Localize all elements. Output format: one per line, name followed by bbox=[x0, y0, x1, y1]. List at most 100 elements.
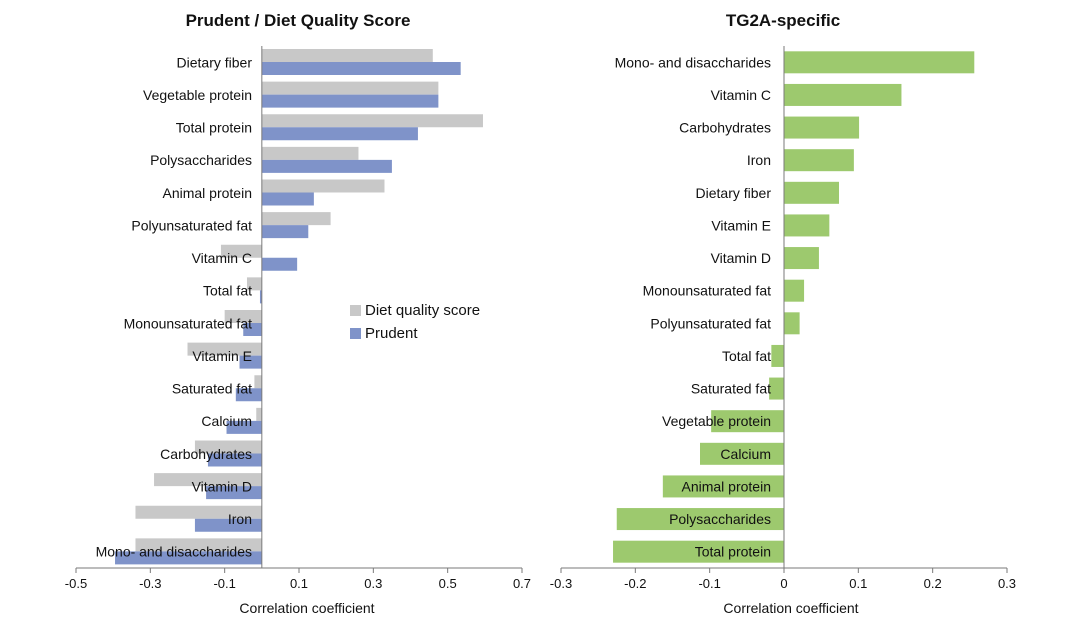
prudent-diet-quality-chart: Prudent / Diet Quality Score Correlation… bbox=[65, 11, 531, 616]
bar-calcium bbox=[700, 442, 784, 465]
bar-prudent-polysaccharides bbox=[261, 159, 392, 173]
category-label: Mono- and disaccharides bbox=[96, 544, 252, 560]
bar-diet-quality-score-vitamin-c bbox=[220, 244, 262, 258]
bar-prudent-carbohydrates bbox=[207, 453, 262, 467]
bar-diet-quality-score-saturated-fat bbox=[254, 375, 262, 389]
bar-prudent-total-fat bbox=[259, 290, 262, 304]
category-label: Polyunsaturated fat bbox=[131, 217, 252, 233]
category-label: Carbohydrates bbox=[160, 446, 252, 462]
bar-prudent-total-protein bbox=[261, 127, 418, 141]
bar-diet-quality-score-total-fat bbox=[246, 277, 262, 291]
category-label: Vitamin C bbox=[711, 87, 771, 103]
x-tick-label: 0.3 bbox=[998, 576, 1016, 591]
bar-prudent-animal-protein bbox=[261, 192, 314, 206]
category-label: Monounsaturated fat bbox=[643, 283, 772, 299]
legend: Diet quality score Prudent bbox=[350, 302, 480, 342]
bar-vegetable-protein bbox=[711, 410, 784, 433]
bar-prudent-polyunsaturated-fat bbox=[261, 225, 309, 239]
x-tick-label: 0.7 bbox=[513, 576, 531, 591]
x-tick-label: 0.1 bbox=[290, 576, 308, 591]
category-label: Monounsaturated fat bbox=[124, 315, 253, 331]
bar-prudent-vitamin-c bbox=[261, 257, 298, 271]
category-label: Calcium bbox=[720, 446, 771, 462]
bar-diet-quality-score-iron bbox=[135, 505, 262, 519]
bar-prudent-saturated-fat bbox=[235, 388, 262, 402]
legend-swatch-diet-quality-score bbox=[350, 305, 361, 316]
x-tick-label: 0.1 bbox=[849, 576, 867, 591]
category-label: Vitamin E bbox=[192, 348, 252, 364]
chart-title: Prudent / Diet Quality Score bbox=[186, 11, 411, 30]
bar-diet-quality-score-dietary-fiber bbox=[261, 49, 433, 62]
bar-saturated-fat bbox=[769, 377, 784, 400]
category-label: Polysaccharides bbox=[150, 152, 252, 168]
bar-total-protein bbox=[613, 540, 784, 563]
category-label: Total protein bbox=[695, 544, 771, 560]
category-label: Dietary fiber bbox=[696, 185, 772, 201]
category-label: Iron bbox=[228, 511, 252, 527]
x-tick-label: 0.5 bbox=[439, 576, 457, 591]
x-tick-label: 0.2 bbox=[924, 576, 942, 591]
legend-label-prudent: Prudent bbox=[365, 325, 418, 342]
bar-prudent-vitamin-e bbox=[239, 355, 262, 369]
category-label: Vitamin D bbox=[192, 478, 252, 494]
category-label: Total protein bbox=[176, 120, 252, 136]
x-tick-label: -0.3 bbox=[139, 576, 161, 591]
bar-prudent-vitamin-d bbox=[206, 486, 262, 500]
category-label: Iron bbox=[747, 152, 771, 168]
x-tick-label: -0.5 bbox=[65, 576, 87, 591]
category-label: Animal protein bbox=[682, 478, 772, 494]
x-tick-label: -0.2 bbox=[624, 576, 646, 591]
tg2a-specific-chart: TG2A-specific Correlation coefficient Mo… bbox=[550, 11, 1016, 616]
bar-prudent-dietary-fiber bbox=[261, 62, 461, 75]
category-label: Animal protein bbox=[163, 185, 253, 201]
bar-monounsaturated-fat bbox=[784, 279, 805, 302]
bar-vitamin-c bbox=[784, 83, 902, 106]
bar-prudent-monounsaturated-fat bbox=[243, 323, 262, 336]
category-label: Saturated fat bbox=[172, 381, 252, 397]
chart-title: TG2A-specific bbox=[726, 11, 840, 30]
category-label: Vitamin D bbox=[711, 250, 771, 266]
x-tick-label: -0.3 bbox=[550, 576, 572, 591]
bar-total-fat bbox=[771, 344, 784, 367]
bar-prudent-iron bbox=[194, 518, 262, 532]
category-label: Calcium bbox=[201, 413, 252, 429]
category-label: Polysaccharides bbox=[669, 511, 771, 527]
bar-prudent-vegetable-protein bbox=[261, 94, 439, 108]
bar-diet-quality-score-animal-protein bbox=[261, 179, 385, 193]
bar-polysaccharides bbox=[616, 508, 784, 531]
bar-diet-quality-score-monounsaturated-fat bbox=[224, 310, 262, 323]
bar-mono-and-disaccharides bbox=[784, 51, 975, 74]
bar-diet-quality-score-vegetable-protein bbox=[261, 81, 439, 95]
bar-diet-quality-score-carbohydrates bbox=[194, 440, 262, 454]
x-tick-label: 0 bbox=[780, 576, 787, 591]
category-label: Vegetable protein bbox=[662, 413, 771, 429]
legend-swatch-prudent bbox=[350, 328, 361, 339]
x-tick-label: 0.3 bbox=[364, 576, 382, 591]
category-label: Total fat bbox=[203, 283, 252, 299]
category-label: Vitamin C bbox=[192, 250, 252, 266]
bar-prudent-calcium bbox=[226, 420, 262, 434]
category-label: Saturated fat bbox=[691, 381, 771, 397]
bar-diet-quality-score-mono-and-disaccharides bbox=[135, 538, 262, 552]
category-label: Vegetable protein bbox=[143, 87, 252, 103]
bar-vitamin-d bbox=[784, 247, 819, 270]
x-axis-label: Correlation coefficient bbox=[239, 600, 374, 616]
bar-diet-quality-score-polyunsaturated-fat bbox=[261, 212, 331, 226]
bar-polyunsaturated-fat bbox=[784, 312, 800, 335]
x-axis-label: Correlation coefficient bbox=[723, 600, 858, 616]
bar-iron bbox=[784, 149, 854, 172]
bar-carbohydrates bbox=[784, 116, 860, 139]
category-label: Polyunsaturated fat bbox=[650, 315, 771, 331]
x-tick-label: -0.1 bbox=[698, 576, 720, 591]
legend-label-diet-quality-score: Diet quality score bbox=[365, 302, 480, 319]
category-label: Mono- and disaccharides bbox=[615, 54, 771, 70]
category-label: Vitamin E bbox=[711, 217, 771, 233]
bar-diet-quality-score-vitamin-e bbox=[187, 342, 262, 356]
bar-prudent-mono-and-disaccharides bbox=[115, 551, 262, 565]
category-label: Dietary fiber bbox=[177, 54, 253, 70]
category-label: Carbohydrates bbox=[679, 120, 771, 136]
bar-vitamin-e bbox=[784, 214, 830, 237]
bar-animal-protein bbox=[662, 475, 784, 498]
category-label: Total fat bbox=[722, 348, 771, 364]
